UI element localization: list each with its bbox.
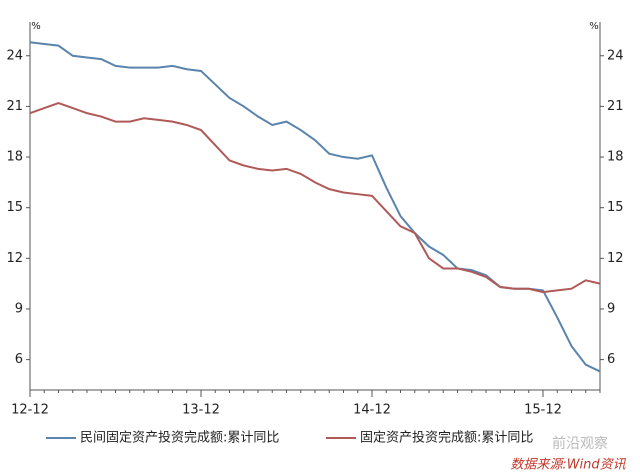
x-tick-label: 14-12 [353,403,391,418]
y-tick-label: 24 [6,48,23,63]
source: 数据来源:Wind资讯 [510,458,626,473]
x-tick-label: 13-12 [182,403,220,418]
y2-tick-label: 9 [607,301,615,316]
y-unit: % [31,21,41,32]
y2-tick-label: 21 [607,99,624,114]
y-tick-label: 12 [6,251,23,266]
y2-tick-label: 12 [607,251,624,266]
series-line [29,101,601,294]
y-tick-label: 21 [6,99,23,114]
y-tick-label: 15 [6,200,23,215]
legend-label: 民间固定资产投资完成额:累计同比 [80,430,279,446]
watermark: 前沿观察 [552,435,608,452]
x-tick-label: 15-12 [524,403,562,418]
x-tick-label: 12-12 [11,403,49,418]
y2-unit: % [589,21,599,32]
y2-tick-label: 6 [607,352,615,367]
y-tick-label: 9 [15,301,23,316]
legend-label: 固定资产投资完成额:累计同比 [360,430,533,446]
y2-tick-label: 18 [607,150,624,165]
y-tick-label: 6 [15,352,23,367]
y-tick-label: 18 [6,150,23,165]
series-line [29,41,601,373]
y2-tick-label: 24 [607,48,624,63]
y2-tick-label: 15 [607,200,624,215]
